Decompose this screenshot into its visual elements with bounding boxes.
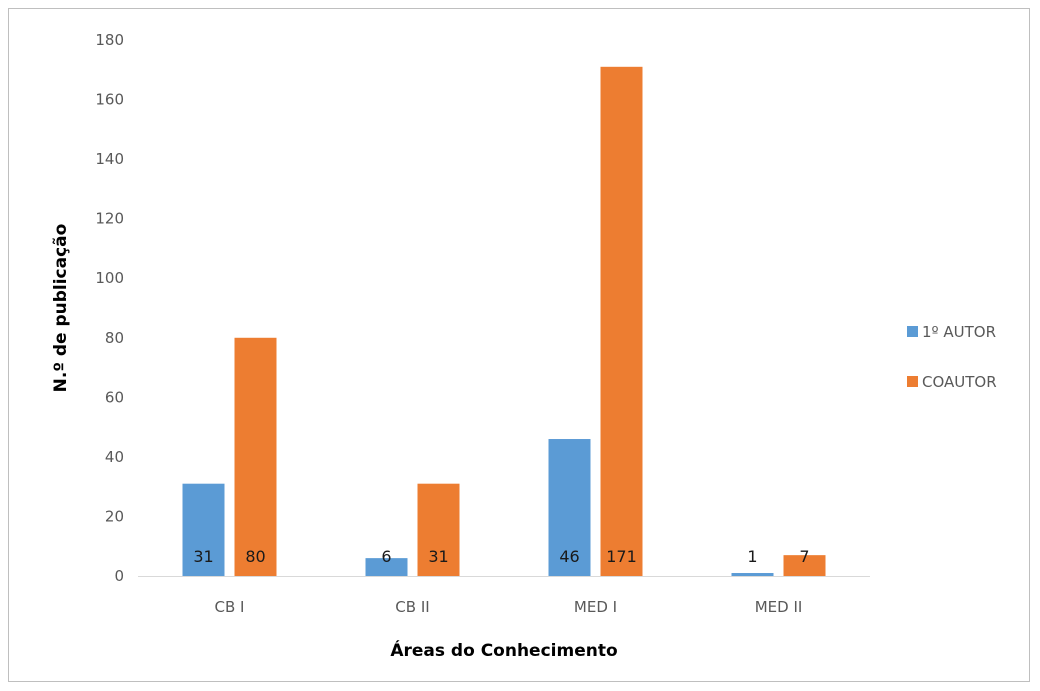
legend-label: 1º AUTOR <box>922 323 996 341</box>
data-label: 7 <box>799 547 809 566</box>
y-tick-label: 80 <box>105 329 124 347</box>
bar-coautor <box>600 66 643 577</box>
y-tick-label: 60 <box>105 388 124 406</box>
legend-label: COAUTOR <box>922 373 997 391</box>
legend-swatch <box>907 376 918 387</box>
bar-primeiro-autor <box>548 439 591 576</box>
x-tick-label: CB II <box>395 598 429 616</box>
data-label: 80 <box>245 547 265 566</box>
legend-swatch <box>907 326 918 337</box>
x-tick-label: MED I <box>574 598 617 616</box>
data-label: 1 <box>747 547 757 566</box>
category-labels: CB I CB II MED I MED II <box>215 598 803 616</box>
data-label: 6 <box>381 547 391 566</box>
bar-primeiro-autor <box>365 558 408 576</box>
y-tick-label: 100 <box>95 269 124 287</box>
bar-primeiro-autor <box>182 483 225 576</box>
bar-coautor <box>783 555 826 576</box>
y-axis-title: N.º de publicação <box>51 224 71 393</box>
data-label: 171 <box>606 547 637 566</box>
bars: 31 80 6 31 46 171 1 7 <box>182 66 826 577</box>
y-tick-label: 180 <box>95 31 124 49</box>
y-axis-ticks: 0 20 40 60 80 100 120 140 160 180 <box>95 31 124 585</box>
y-tick-label: 40 <box>105 448 124 466</box>
x-tick-label: CB I <box>215 598 245 616</box>
y-tick-label: 140 <box>95 150 124 168</box>
bar-coautor <box>234 337 277 576</box>
y-tick-label: 120 <box>95 210 124 228</box>
y-tick-label: 20 <box>105 507 124 525</box>
data-label: 31 <box>193 547 213 566</box>
data-label: 31 <box>428 547 448 566</box>
bar-coautor <box>417 483 460 576</box>
legend: 1º AUTOR COAUTOR <box>907 323 997 391</box>
x-tick-label: MED II <box>755 598 803 616</box>
y-tick-label: 160 <box>95 91 124 109</box>
chart-frame <box>8 8 1030 682</box>
bar-primeiro-autor <box>731 573 774 576</box>
data-label: 46 <box>559 547 579 566</box>
y-tick-label: 0 <box>114 567 124 585</box>
x-axis-title: Áreas do Conhecimento <box>390 639 617 661</box>
